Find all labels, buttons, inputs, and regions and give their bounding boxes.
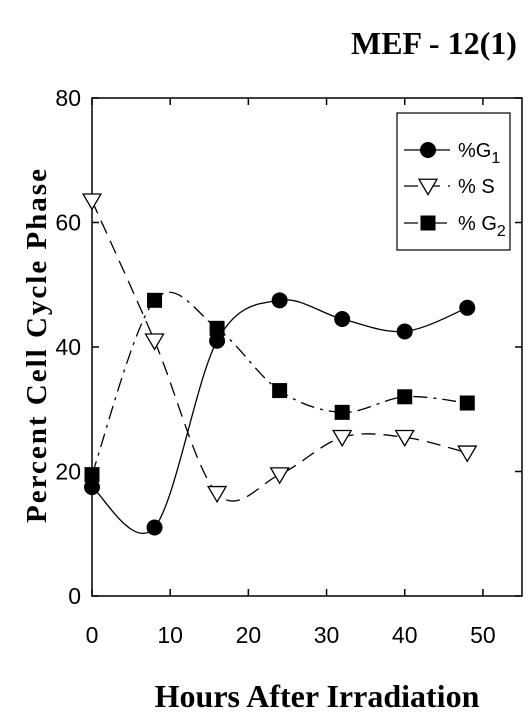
series-markers — [81, 193, 478, 536]
x-tick-label: 50 — [470, 622, 496, 648]
data-point-2 — [459, 395, 475, 411]
data-point-0 — [396, 323, 413, 340]
data-point-2 — [84, 467, 100, 483]
y-tick-label: 40 — [55, 334, 81, 360]
data-point-1 — [457, 445, 478, 463]
series-line-2 — [91, 291, 468, 475]
data-point-1 — [269, 467, 290, 485]
data-point-2 — [209, 320, 225, 336]
y-axis-label: Percent Cell Cycle Phase — [21, 167, 53, 523]
data-point-1 — [332, 429, 353, 448]
legend-marker-2 — [420, 215, 436, 231]
data-point-0 — [146, 519, 163, 536]
y-tick-label: 80 — [55, 85, 81, 111]
x-tick-label: 20 — [236, 622, 262, 648]
legend-label-sub: 2 — [497, 223, 506, 240]
series-line-1 — [91, 200, 468, 502]
y-tick-label: 60 — [55, 210, 81, 236]
legend-box — [396, 112, 511, 251]
chart-title: MEF - 12(1) — [351, 25, 517, 61]
data-point-0 — [271, 292, 288, 309]
data-point-1 — [394, 429, 415, 448]
legend-label-main: % S — [458, 176, 495, 198]
legend-marker-1 — [417, 178, 439, 196]
data-point-1 — [81, 193, 103, 211]
legend-label-main: % G — [458, 213, 497, 235]
x-tick-label: 30 — [314, 622, 340, 648]
data-point-2 — [272, 383, 288, 399]
data-point-2 — [334, 404, 350, 420]
data-point-0 — [334, 310, 351, 327]
axis-ticks: 0 10 20 30 40 50 0 20 40 60 80 — [55, 85, 522, 648]
data-point-2 — [147, 292, 163, 308]
legend-label-main: %G — [458, 140, 491, 162]
legend-label-2: % G2 — [458, 213, 506, 240]
x-axis-label: Hours After Irradiation — [155, 678, 480, 714]
legend-label-sub: 1 — [491, 150, 500, 167]
y-tick-label: 20 — [55, 459, 81, 485]
x-tick-label: 40 — [392, 622, 418, 648]
y-tick-label: 0 — [68, 583, 81, 609]
data-point-2 — [397, 389, 413, 405]
x-tick-label: 0 — [86, 622, 99, 648]
legend-label-1: % S — [458, 176, 495, 198]
data-point-0 — [209, 332, 226, 349]
data-point-0 — [84, 479, 100, 496]
data-point-0 — [459, 299, 476, 316]
legend: %G1 % S % G2 — [404, 140, 506, 240]
x-tick-label: 10 — [157, 622, 183, 648]
legend-label-0: %G1 — [458, 140, 500, 167]
data-point-1 — [144, 333, 165, 351]
legend-marker-0 — [420, 142, 436, 158]
data-point-1 — [206, 485, 228, 504]
